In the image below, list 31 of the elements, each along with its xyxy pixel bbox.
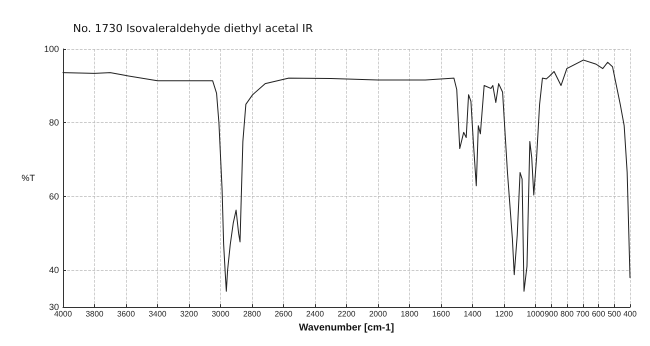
x-tick-label: 1800 bbox=[400, 310, 419, 319]
x-tick-label: 2600 bbox=[274, 310, 293, 319]
y-tick-label: 40 bbox=[48, 265, 59, 276]
x-tick-label: 3000 bbox=[212, 310, 230, 319]
y-tick-label: 60 bbox=[48, 191, 59, 202]
x-tick-label: 1400 bbox=[464, 310, 482, 319]
x-tick-label: 3600 bbox=[117, 310, 136, 319]
x-tick-label: 1200 bbox=[495, 310, 514, 319]
x-tick-label: 3400 bbox=[148, 310, 167, 319]
x-tick-label: 3200 bbox=[180, 310, 198, 319]
y-tick-label: 30 bbox=[48, 302, 59, 312]
x-tick-label: 2800 bbox=[243, 310, 262, 319]
x-tick-label: 1000 bbox=[526, 310, 545, 319]
line-series bbox=[62, 60, 630, 292]
x-axis-title: Wavenumber [cm-1] bbox=[298, 322, 394, 334]
y-axis-title: %T bbox=[22, 173, 36, 184]
x-tick-label: 600 bbox=[592, 310, 606, 319]
x-tick-label: 400 bbox=[623, 310, 638, 319]
x-tick-label: 3800 bbox=[86, 310, 104, 319]
x-tick-label: 900 bbox=[544, 310, 558, 319]
y-tick-label: 80 bbox=[48, 118, 59, 128]
chart-title: No. 1730 Isovaleraldehyde diethyl acetal IR bbox=[73, 22, 314, 35]
x-tick-label: 2200 bbox=[338, 310, 356, 319]
x-tick-label: 2400 bbox=[306, 310, 324, 319]
x-tick-label: 800 bbox=[560, 310, 574, 319]
x-tick-label: 700 bbox=[576, 310, 590, 319]
x-tick-label: 2000 bbox=[369, 310, 388, 319]
x-tick-label: 1600 bbox=[432, 310, 450, 319]
x-tick-label: 500 bbox=[608, 310, 622, 319]
x-tick-label: 4000 bbox=[54, 310, 72, 319]
y-tick-label: 100 bbox=[44, 44, 59, 54]
